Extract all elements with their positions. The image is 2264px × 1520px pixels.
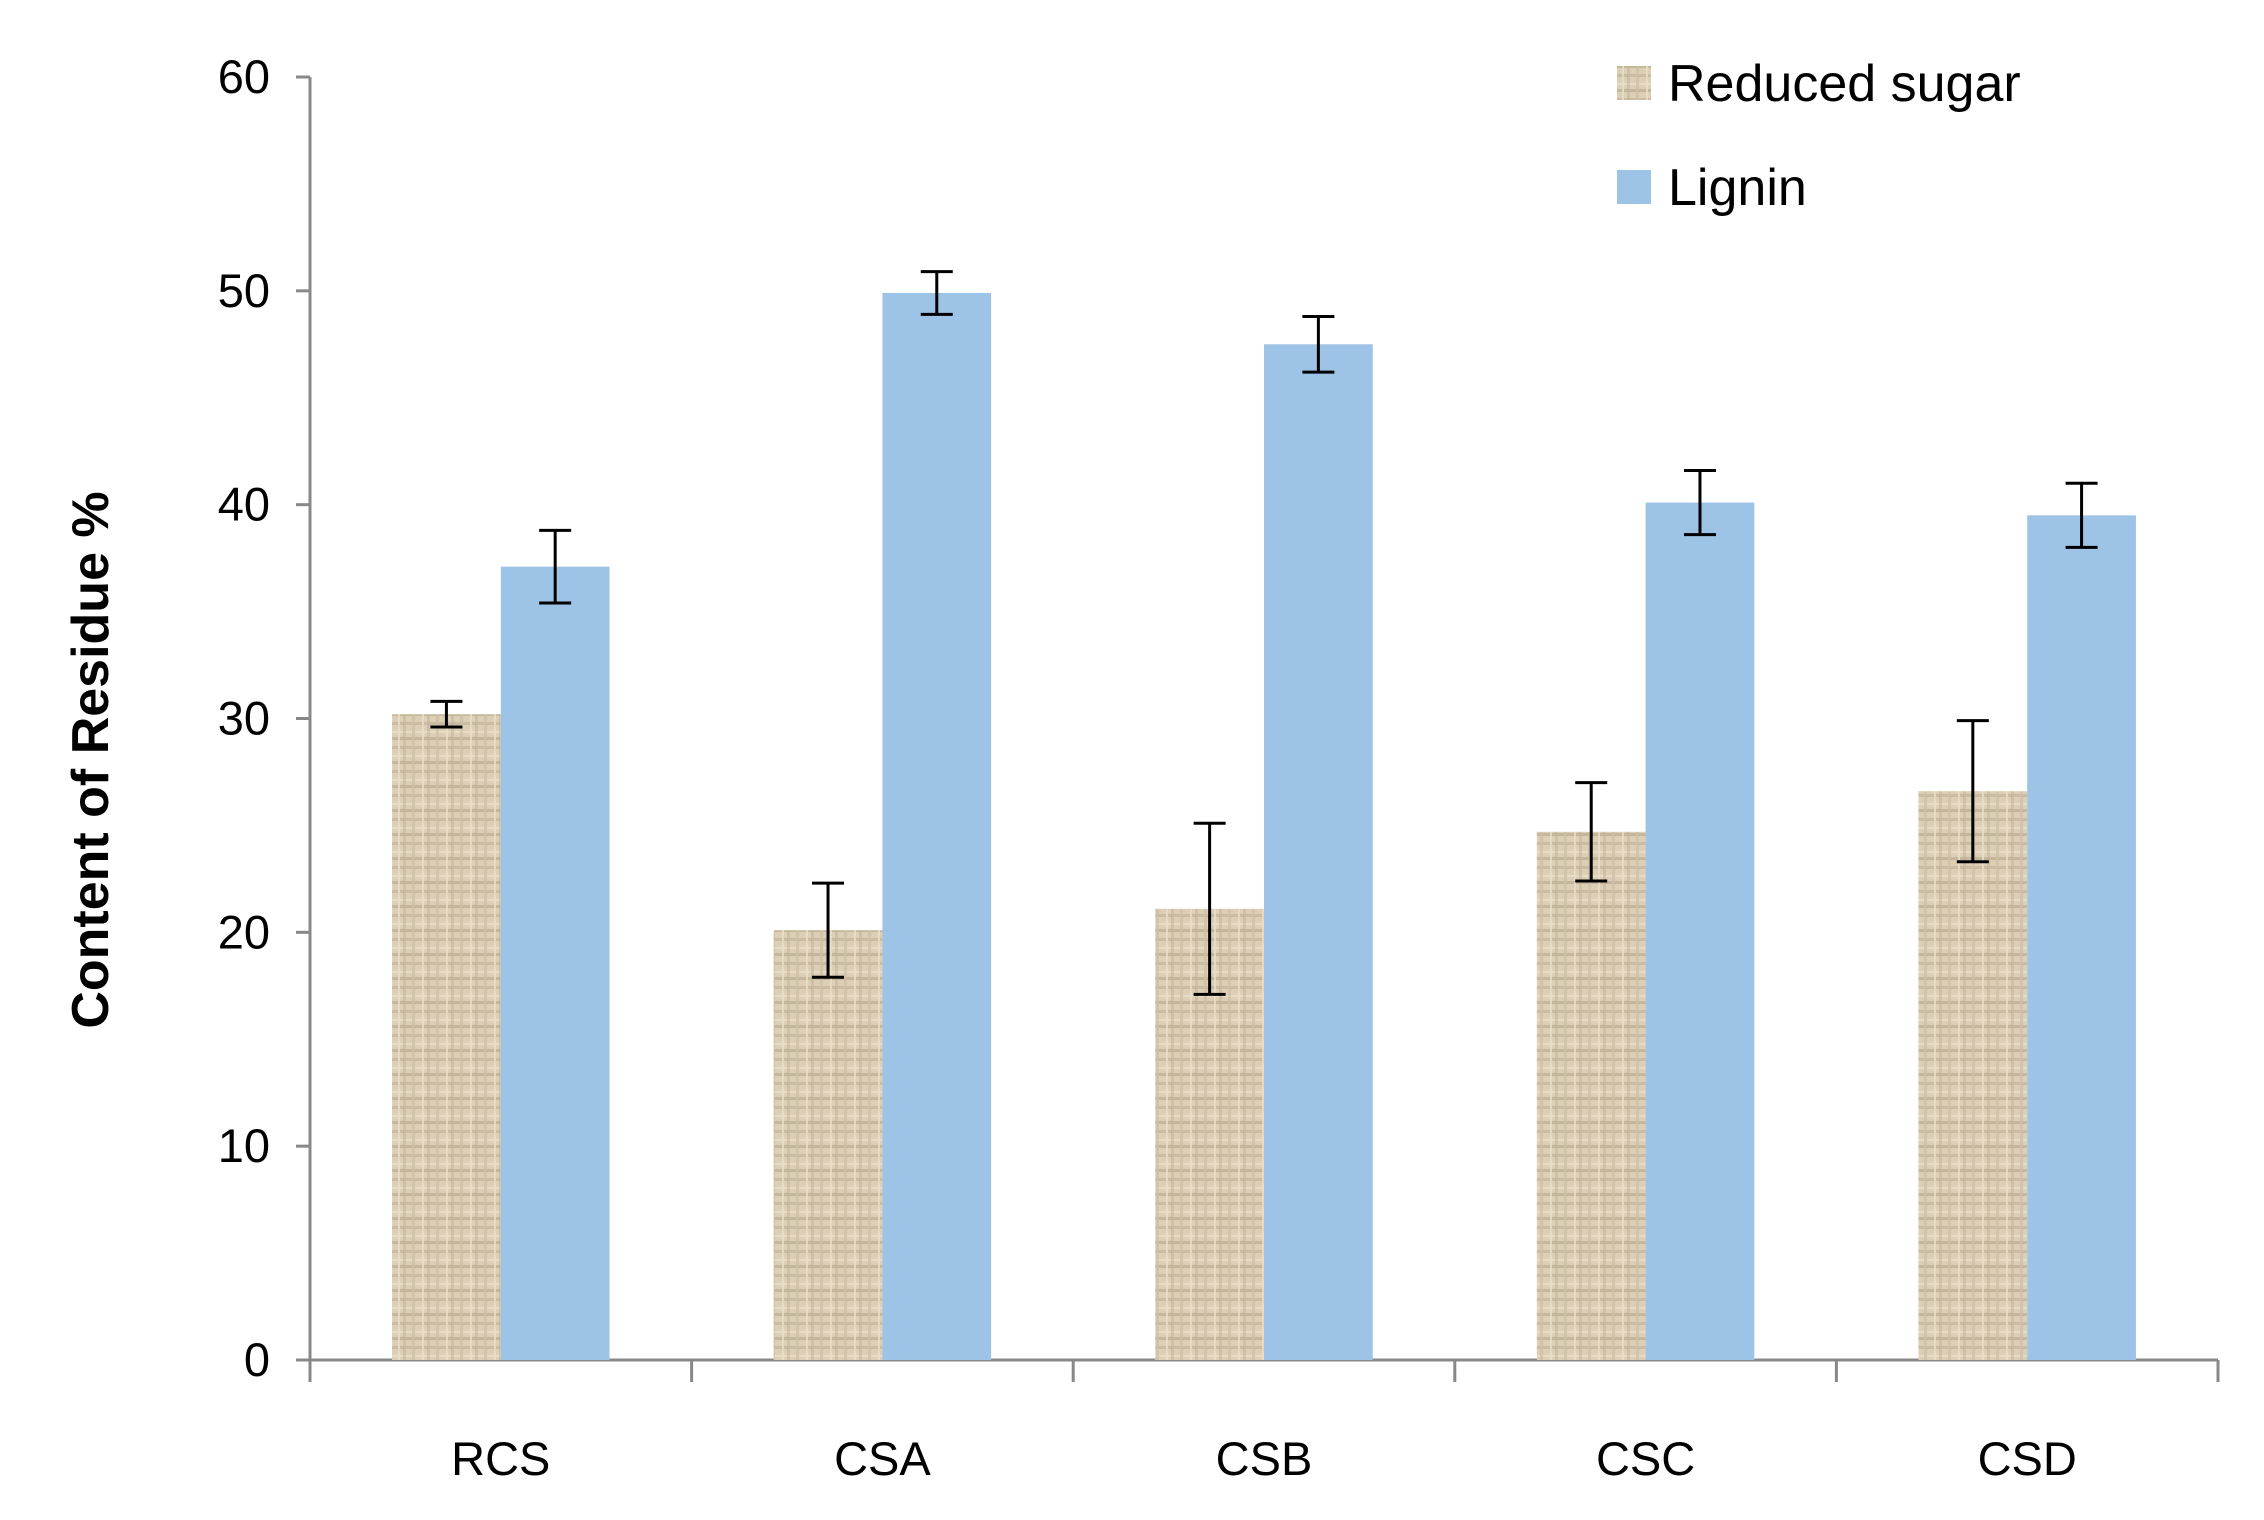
error-bar-lignin — [920, 270, 953, 316]
legend-label-lignin: Lignin — [1668, 159, 1807, 217]
bar-lignin — [1645, 502, 1755, 1360]
x-tick-label: RCS — [451, 1432, 550, 1485]
error-bars — [430, 270, 2098, 996]
error-bar-lignin — [2065, 481, 2098, 549]
legend: Reduced sugar Lignin — [1617, 55, 2021, 217]
bar-reduced-sugar — [1536, 831, 1646, 1360]
bar-reduced-sugar — [392, 714, 501, 1360]
y-tick-label: 10 — [218, 1119, 270, 1172]
y-tick-label: 60 — [218, 50, 270, 103]
bar-lignin — [1264, 344, 1373, 1361]
y-tick-label: 50 — [218, 264, 270, 317]
bar-reduced-sugar — [1918, 791, 2028, 1360]
bar-series — [392, 292, 2136, 1361]
x-tick-label: CSC — [1596, 1432, 1695, 1485]
x-tick-label: CSA — [834, 1432, 931, 1485]
y-tick-label: 30 — [218, 692, 270, 745]
error-bar-lignin — [1302, 314, 1335, 374]
bar-lignin — [2027, 515, 2136, 1360]
error-bar-lignin — [539, 528, 572, 605]
y-axis-ticks: 0 10 20 30 40 50 60 — [218, 50, 310, 1386]
bar-lignin — [882, 292, 992, 1360]
bar-reduced-sugar — [773, 930, 883, 1360]
x-tick-label: CSD — [1978, 1432, 2077, 1485]
x-tick-label: CSB — [1216, 1432, 1313, 1485]
error-bar-reduced-sugar — [1575, 781, 1608, 883]
bar-lignin — [500, 566, 610, 1360]
legend-label-reduced-sugar: Reduced sugar — [1668, 55, 2021, 113]
error-bar-reduced-sugar — [1193, 821, 1226, 996]
y-tick-label: 0 — [244, 1333, 270, 1386]
error-bar-reduced-sugar — [430, 699, 463, 729]
legend-swatch-lignin — [1617, 170, 1651, 204]
y-axis-title: Content of Residue % — [62, 491, 120, 1028]
error-bar-reduced-sugar — [812, 881, 845, 979]
y-tick-label: 20 — [218, 905, 270, 958]
legend-swatch-reduced-sugar — [1617, 66, 1651, 100]
error-bar-lignin — [1683, 468, 1716, 537]
y-tick-label: 40 — [218, 478, 270, 531]
x-axis-ticks: RCS CSA CSB CSC CSD — [308, 1360, 2220, 1485]
error-bar-reduced-sugar — [1956, 719, 1989, 864]
